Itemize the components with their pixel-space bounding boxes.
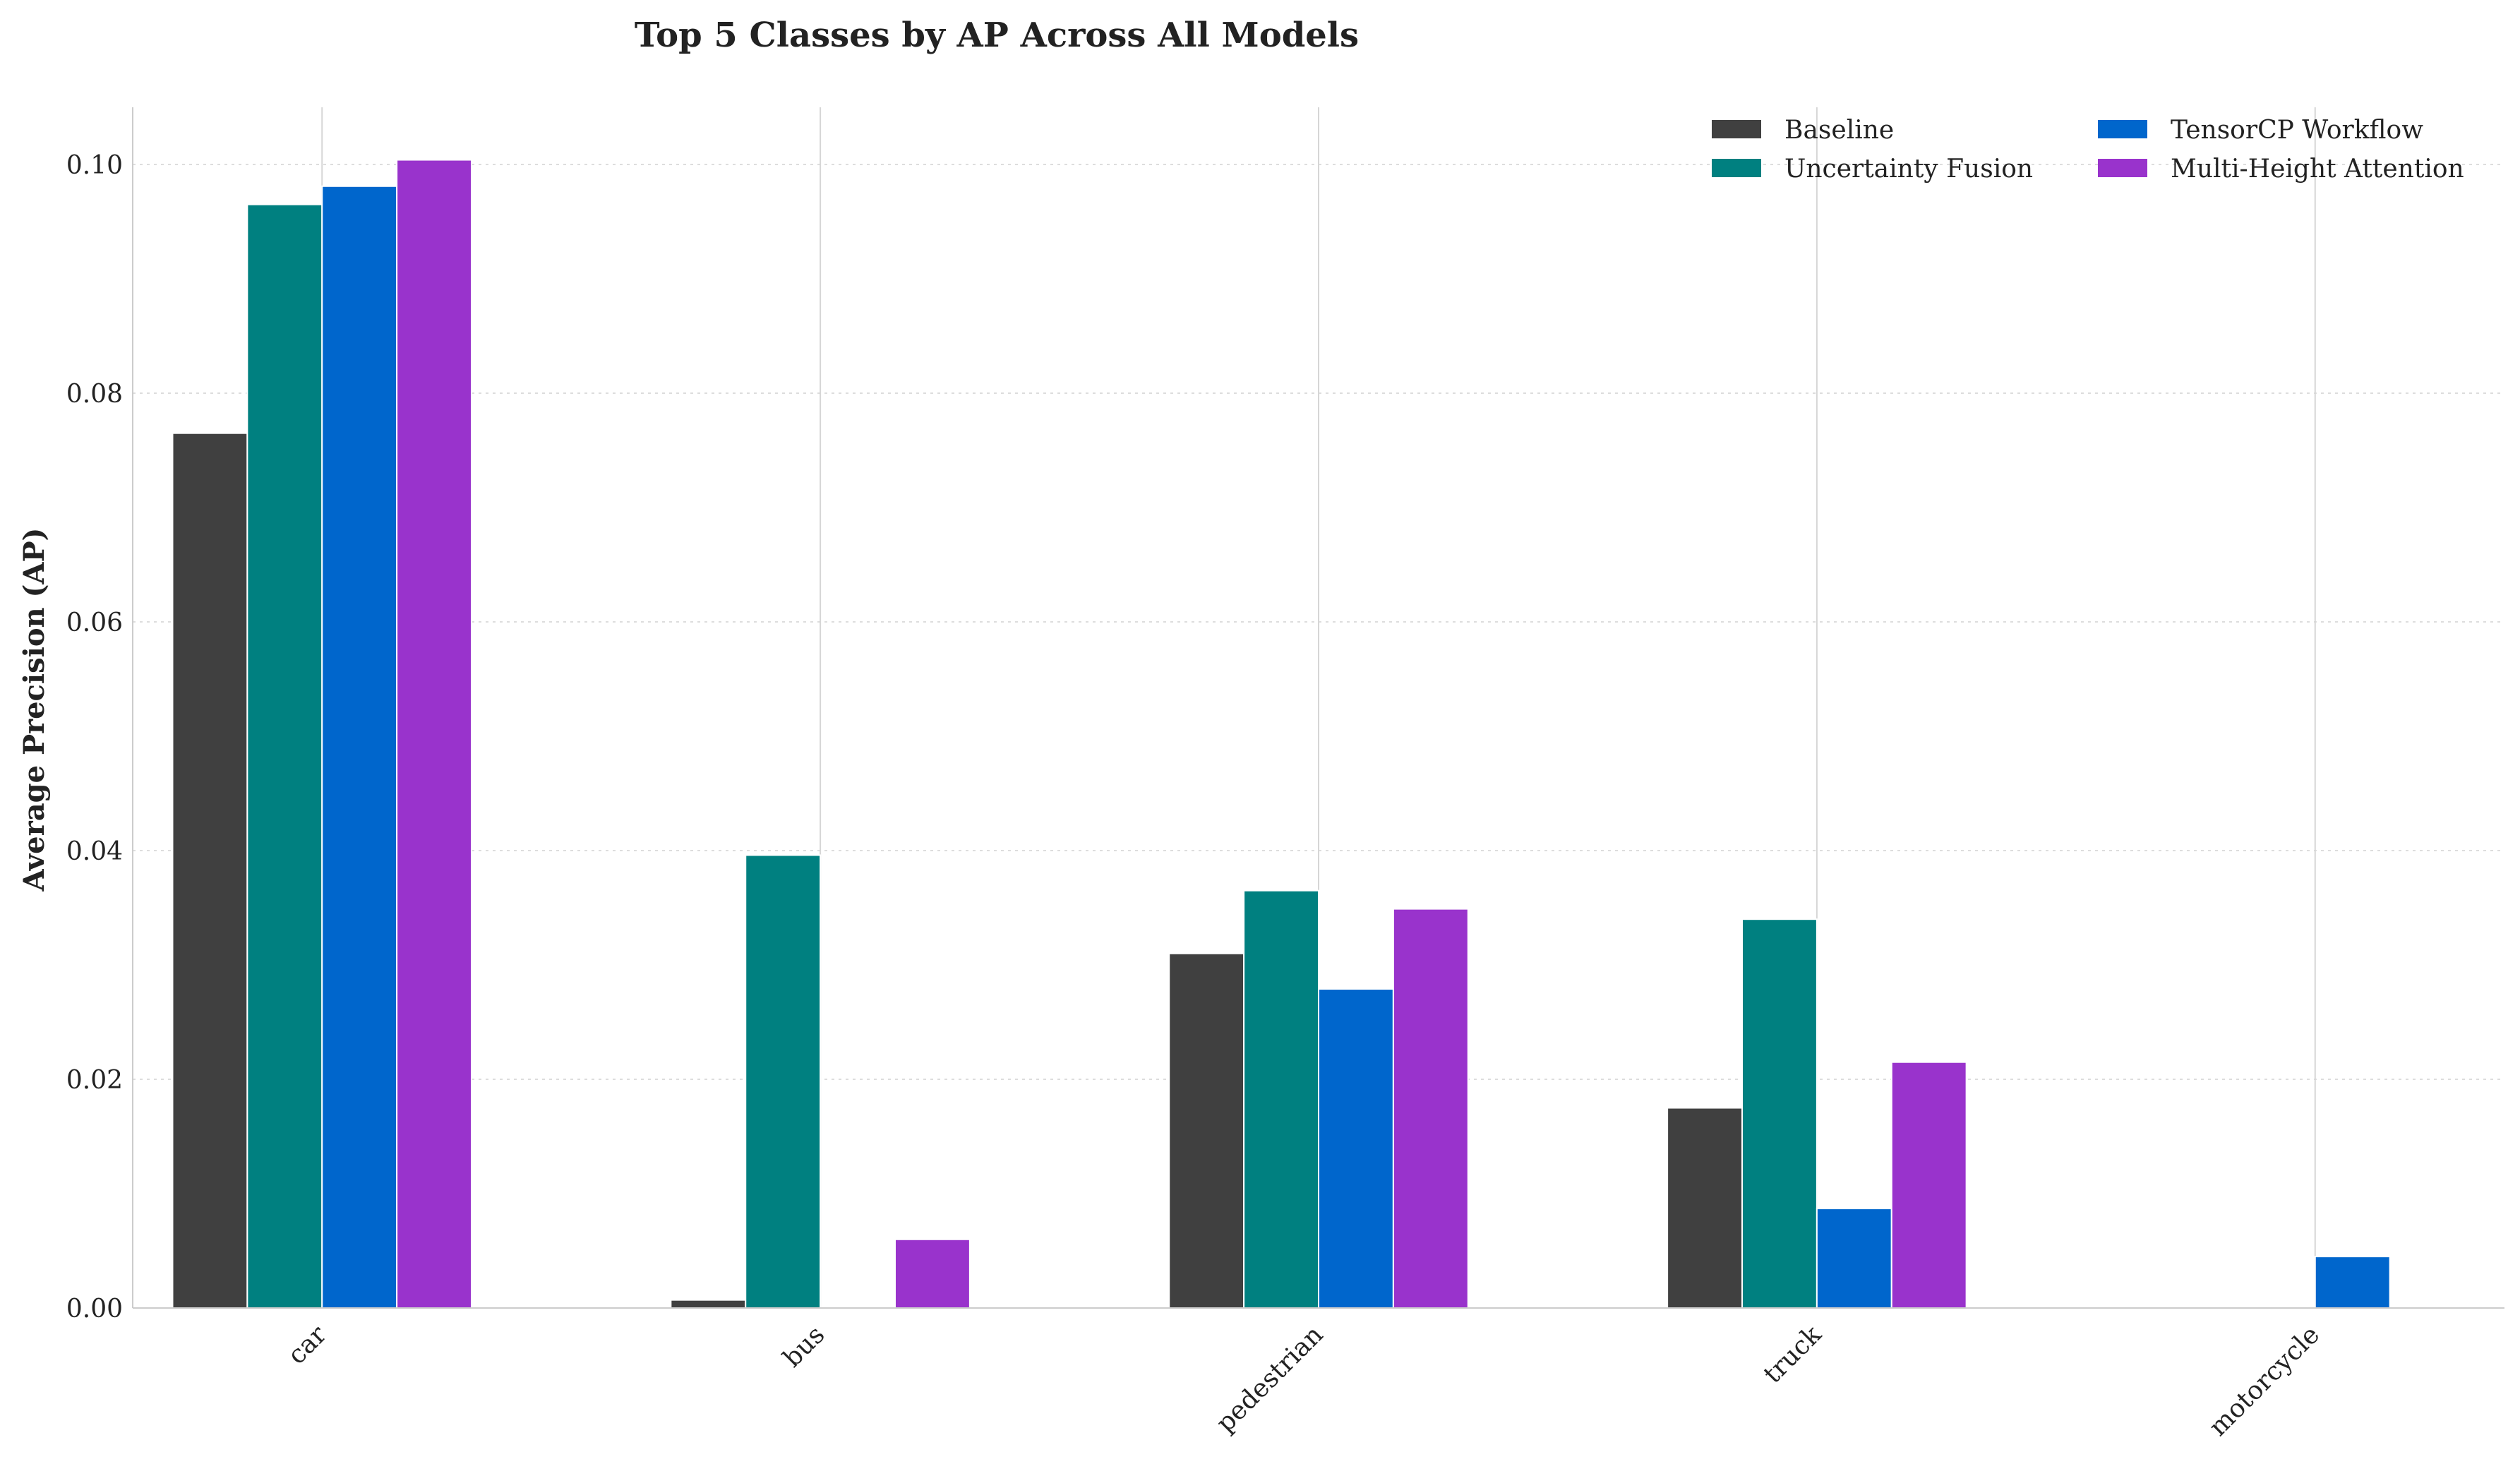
bars bbox=[172, 159, 2391, 1309]
y-tick-label: 0.04 bbox=[66, 837, 123, 866]
y-tick-label: 0.00 bbox=[66, 1295, 123, 1324]
bar-uncertainty-fusion-bus bbox=[745, 854, 822, 1309]
bar-tensorcp-workflow-truck bbox=[1816, 1208, 1892, 1309]
y-axis-label: Average Precision (AP) bbox=[18, 528, 51, 892]
bar-multi-height-attention-bus bbox=[894, 1238, 971, 1309]
x-tick-label: truck bbox=[1758, 1320, 1828, 1389]
x-tick-label: motorcycle bbox=[2204, 1320, 2325, 1441]
bar-multi-height-attention-car bbox=[396, 159, 473, 1309]
bar-uncertainty-fusion-truck bbox=[1741, 918, 1818, 1309]
bar-baseline-truck bbox=[1667, 1107, 1744, 1309]
chart-title: Top 5 Classes by AP Across All Models bbox=[635, 16, 1359, 55]
bar-multi-height-attention-pedestrian bbox=[1392, 908, 1469, 1309]
bar-tensorcp-workflow-car bbox=[321, 185, 398, 1309]
legend-swatch bbox=[1712, 159, 1761, 177]
legend-label: Baseline bbox=[1784, 116, 1894, 145]
legend-swatch bbox=[2098, 159, 2147, 177]
y-tick-label: 0.10 bbox=[66, 151, 123, 180]
bar-baseline-pedestrian bbox=[1168, 952, 1245, 1309]
legend-swatch bbox=[1712, 120, 1761, 138]
legend-label: Multi-Height Attention bbox=[2171, 155, 2464, 184]
axes bbox=[132, 107, 2504, 1309]
bar-baseline-car bbox=[172, 432, 248, 1309]
legend: Baseline Uncertainty Fusion TensorCP Workf… bbox=[1712, 116, 2464, 184]
bar-baseline-bus bbox=[670, 1299, 747, 1309]
bar-uncertainty-fusion-car bbox=[246, 203, 323, 1309]
legend-swatch bbox=[2098, 120, 2147, 138]
legend-label: Uncertainty Fusion bbox=[1784, 155, 2033, 184]
bar-tensorcp-workflow-pedestrian bbox=[1318, 988, 1394, 1309]
legend-label: TensorCP Workflow bbox=[2171, 116, 2423, 145]
bar-uncertainty-fusion-pedestrian bbox=[1243, 889, 1320, 1309]
x-tick-label: bus bbox=[778, 1320, 831, 1373]
y-tick-label: 0.08 bbox=[66, 380, 123, 409]
y-tick-label: 0.02 bbox=[66, 1066, 123, 1095]
y-tick-label: 0.06 bbox=[66, 608, 123, 637]
x-tick-label: pedestrian bbox=[1211, 1320, 1328, 1438]
bar-tensorcp-workflow-motorcycle bbox=[2314, 1256, 2391, 1309]
x-tick-label: car bbox=[282, 1320, 332, 1370]
bar-multi-height-attention-truck bbox=[1890, 1061, 1967, 1309]
